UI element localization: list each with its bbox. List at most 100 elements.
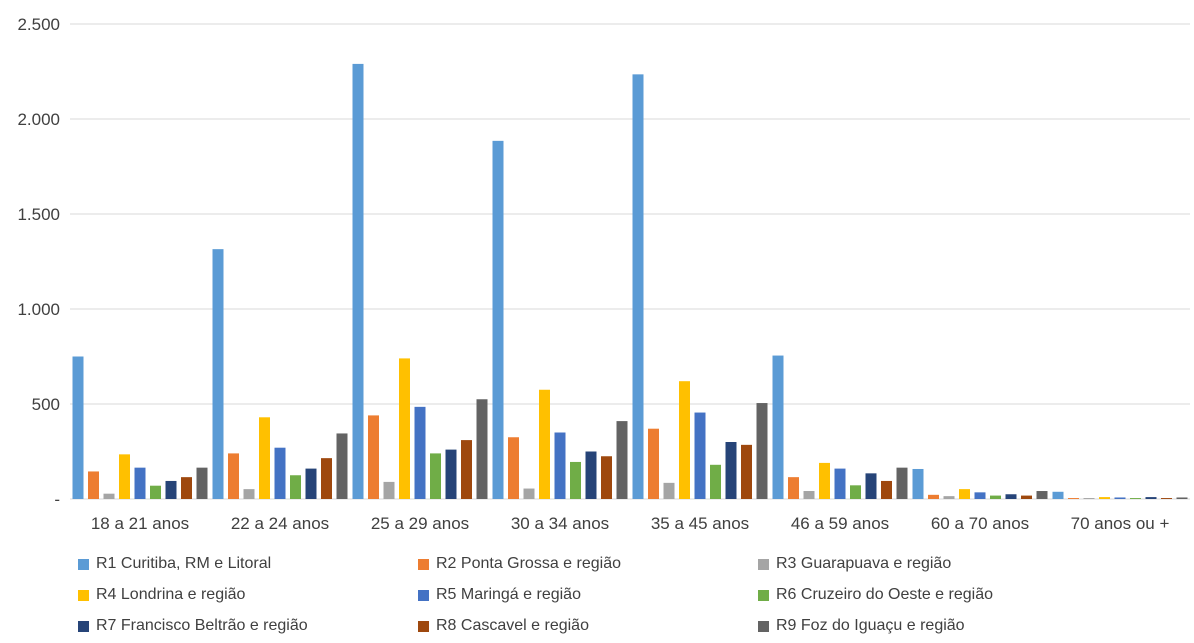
x-tick-label: 18 a 21 anos [91, 514, 189, 533]
bar [228, 453, 239, 499]
bar [663, 482, 675, 499]
bar [414, 406, 426, 499]
bar [274, 447, 286, 499]
bar [383, 481, 395, 499]
legend-label: R4 Londrina e região [96, 586, 246, 603]
bar [912, 468, 924, 499]
x-tick-label: 60 a 70 anos [931, 514, 1029, 533]
x-tick-label: 35 a 45 anos [651, 514, 749, 533]
bar [772, 355, 784, 499]
bar [834, 468, 846, 499]
legend-item: R3 Guarapuava e região [758, 555, 951, 573]
bar [1130, 498, 1141, 499]
bar [243, 489, 255, 499]
x-tick-label: 30 a 34 anos [511, 514, 609, 533]
bar [570, 461, 581, 499]
bar [88, 471, 99, 499]
legend-swatch [758, 558, 769, 570]
legend-label: R5 Maringá e região [436, 586, 581, 603]
legend-item: R7 Francisco Beltrão e região [78, 617, 308, 635]
bar [368, 415, 379, 499]
legend-label: R8 Cascavel e região [436, 617, 589, 634]
bar [539, 389, 550, 499]
bar [648, 428, 659, 499]
legend-swatch [78, 558, 89, 570]
bar [601, 456, 612, 499]
bar [476, 399, 488, 499]
bar [492, 140, 504, 499]
bar [1083, 498, 1095, 499]
bar [803, 491, 815, 499]
legend-item: R9 Foz do Iguaçu e região [758, 617, 965, 635]
bar [1052, 491, 1064, 499]
legend-label: R2 Ponta Grossa e região [436, 555, 621, 572]
bar [508, 437, 519, 499]
y-tick-label: 1.500 [17, 205, 60, 224]
bar [523, 488, 535, 499]
legend-label: R1 Curitiba, RM e Litoral [96, 555, 272, 572]
bar [352, 63, 364, 500]
bar [461, 440, 472, 499]
bar [119, 454, 130, 499]
bar [305, 468, 317, 499]
bar [896, 467, 908, 499]
legend-item: R6 Cruzeiro do Oeste e região [758, 586, 993, 604]
bar [694, 412, 706, 499]
bar [1176, 497, 1188, 499]
bar [336, 433, 348, 499]
bar [150, 485, 161, 499]
bar [1161, 498, 1172, 499]
legend-swatch [418, 620, 429, 632]
bar [585, 451, 597, 499]
legend-label: R7 Francisco Beltrão e região [96, 617, 308, 634]
bar [165, 480, 177, 499]
bar [445, 449, 457, 499]
bar [710, 464, 721, 499]
bar [1114, 497, 1126, 499]
y-tick-label: 2.000 [17, 110, 60, 129]
bar [943, 496, 955, 499]
legend-swatch [78, 589, 89, 601]
bar [819, 462, 830, 499]
legend-item: R4 Londrina e região [78, 586, 245, 604]
y-tick-label: - [54, 490, 60, 509]
y-tick-label: 2.500 [17, 15, 60, 34]
bar [430, 453, 441, 499]
bar-chart: - 500 1.000 1.500 2.000 2.500 18 a 21 anos 22 a… [17, 15, 1190, 533]
y-tick-label: 1.000 [17, 300, 60, 319]
bar [741, 444, 752, 499]
bar [554, 432, 566, 499]
bar [1021, 495, 1032, 499]
bar [212, 249, 224, 499]
y-tick-label: 500 [32, 395, 60, 414]
bar [103, 493, 115, 499]
legend-swatch [78, 620, 89, 632]
bar [72, 356, 84, 499]
legend-label: R9 Foz do Iguaçu e região [776, 617, 965, 634]
legend-label: R6 Cruzeiro do Oeste e região [776, 586, 993, 603]
bar [1036, 491, 1048, 499]
bar [1005, 494, 1017, 499]
bar [616, 421, 628, 499]
bar [1099, 497, 1110, 499]
bar [881, 480, 892, 499]
bar [756, 403, 768, 499]
legend-swatch [418, 589, 429, 601]
bar [1145, 497, 1157, 499]
legend-item: R8 Cascavel e região [418, 617, 589, 635]
bar [259, 417, 270, 499]
bar [990, 495, 1001, 499]
bar [196, 467, 208, 499]
legend-item: R5 Maringá e região [418, 586, 581, 604]
bar [850, 485, 861, 499]
bar [632, 74, 644, 499]
bar [321, 458, 332, 499]
legend-item: R2 Ponta Grossa e região [418, 555, 621, 573]
bar [725, 442, 737, 499]
x-tick-label: 70 anos ou + [1071, 514, 1170, 533]
legend-swatch [758, 620, 769, 632]
bar [788, 477, 799, 499]
bar [181, 477, 192, 499]
bar [1068, 498, 1079, 499]
